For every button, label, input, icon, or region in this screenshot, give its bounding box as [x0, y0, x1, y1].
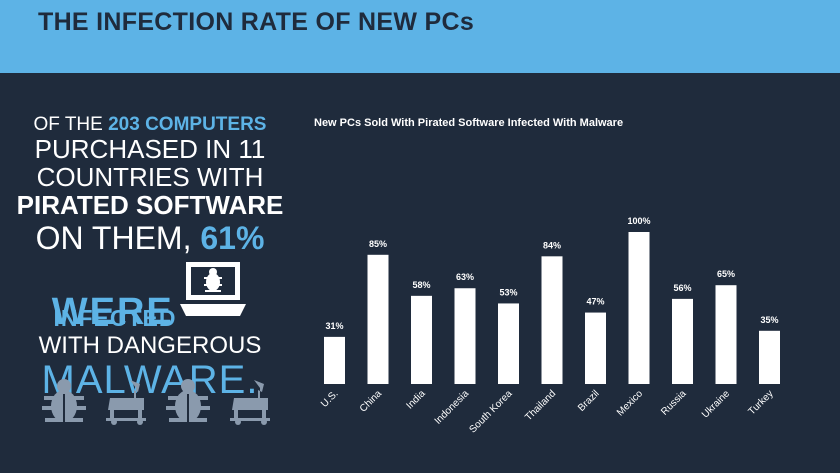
header-bar: THE INFECTION RATE OF NEW PCs [0, 0, 840, 73]
trojan-horse-icon [230, 380, 270, 425]
bar-thailand [541, 256, 563, 384]
data-label: 65% [717, 269, 735, 279]
x-tick-label: Thailand [523, 388, 558, 423]
stat-percent: 61% [200, 220, 265, 256]
data-label: 58% [412, 280, 430, 290]
stat-line-9: MALWARE. [41, 358, 259, 402]
bar-russia [672, 298, 693, 384]
bar-turkey [759, 330, 780, 384]
bar-brazil [585, 312, 606, 384]
stat-line-2: PURCHASED IN 11 [34, 134, 266, 164]
x-tick-label: Russia [659, 388, 689, 418]
bug-icon [166, 379, 210, 422]
page-title: THE INFECTION RATE OF NEW PCs [38, 8, 475, 36]
x-tick-label: China [358, 388, 385, 415]
data-label: 31% [325, 321, 343, 331]
chart-title: New PCs Sold With Pirated Software Infec… [314, 117, 624, 129]
bar-china [367, 254, 389, 384]
bar-mexico [628, 232, 650, 384]
x-tick-label: Indonesia [433, 388, 472, 427]
x-tick-label: Turkey [746, 388, 775, 417]
bar-south-korea [498, 303, 519, 384]
stat-callout: OF THE 203 COMPUTERS PURCHASED IN 11 COU… [0, 115, 300, 400]
stat-line-1-text: OF THE [33, 114, 109, 135]
x-tick-label: India [405, 388, 428, 411]
x-tick-label: South Korea [468, 388, 515, 435]
stat-line-5-text: ON THEM, [35, 220, 201, 256]
bar-indonesia [454, 288, 476, 384]
data-label: 100% [627, 216, 650, 226]
malware-icons-row [38, 376, 278, 426]
stat-line-6: WERE [51, 291, 174, 333]
x-tick-label: Brazil [576, 388, 601, 413]
bar-chart: 31% U.S. 85% China 58% India 63% Indonesia 53% So… [319, 216, 780, 435]
data-label: 56% [673, 283, 691, 293]
stat-line-7: INFECTED [53, 305, 177, 331]
stat-line-4: PIRATED SOFTWARE [16, 190, 284, 220]
data-label: 35% [760, 315, 778, 325]
data-label: 53% [499, 287, 517, 297]
stat-computer-count: 203 COMPUTERS [108, 114, 267, 135]
data-label: 84% [543, 240, 561, 250]
stat-line-1: OF THE 203 COMPUTERS [0, 115, 300, 134]
bar-india [411, 295, 432, 384]
x-tick-label: U.S. [319, 388, 341, 410]
bug-icon [42, 379, 86, 422]
stat-line-6-row: WERE [0, 260, 300, 331]
x-tick-label: Mexico [615, 388, 645, 418]
data-label: 85% [369, 239, 387, 249]
computer-bug-icon [180, 262, 247, 316]
trojan-horse-icon [106, 380, 146, 425]
stat-line-3: COUNTRIES WITH [36, 162, 264, 192]
x-tick-label: Ukraine [700, 388, 732, 420]
stat-line-8: WITH DANGEROUS [38, 332, 262, 359]
bar-ukraine [715, 285, 737, 384]
data-label: 63% [456, 272, 474, 282]
bar-u-s- [324, 336, 345, 384]
data-label: 47% [586, 297, 604, 307]
stat-line-5: ON THEM, 61% [0, 222, 300, 254]
